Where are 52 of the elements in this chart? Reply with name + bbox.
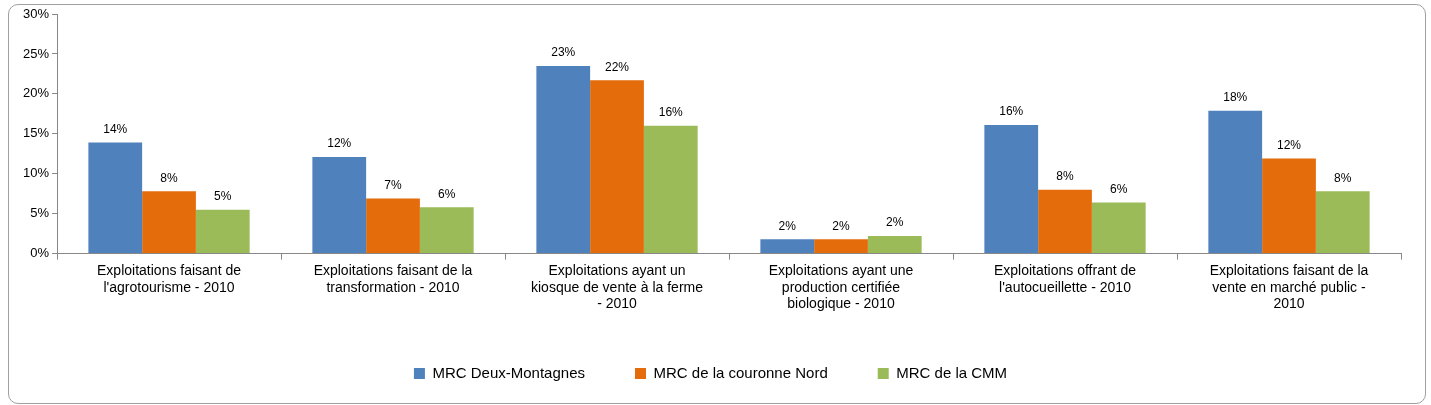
legend-label: MRC Deux-Montagnes bbox=[432, 363, 585, 381]
bar bbox=[366, 198, 420, 254]
y-tick-label: 0% bbox=[30, 245, 50, 261]
bar bbox=[1091, 202, 1146, 254]
y-tick-label: 5% bbox=[30, 205, 50, 221]
x-tick-label: Exploitations faisant de la transformation - 2010 bbox=[313, 261, 473, 295]
x-tick-label: Exploitations faisant de la vente en marché public - 2010 bbox=[1209, 261, 1369, 312]
data-label: 2% bbox=[778, 218, 797, 233]
data-label: 7% bbox=[384, 177, 403, 192]
y-tick-label: 30% bbox=[22, 5, 50, 21]
bar bbox=[814, 239, 868, 254]
x-tick-label: Exploitations offrant de l'autocueillette - 2010 bbox=[993, 261, 1137, 295]
bar bbox=[419, 207, 474, 254]
bar bbox=[88, 142, 143, 254]
y-tick-label: 15% bbox=[22, 125, 50, 141]
data-label: 12% bbox=[1276, 137, 1302, 152]
data-label: 8% bbox=[1056, 169, 1075, 184]
x-tick-label: Exploitations ayant un kiosque de vente à la ferme - 2010 bbox=[531, 261, 704, 312]
data-label: 5% bbox=[214, 188, 232, 203]
data-label: 18% bbox=[1223, 89, 1248, 104]
data-label: 2% bbox=[886, 215, 904, 230]
bar bbox=[1262, 158, 1316, 254]
legend-label: MRC de la couronne Nord bbox=[653, 363, 828, 381]
bar bbox=[536, 65, 591, 254]
data-label: 6% bbox=[1110, 181, 1128, 196]
y-tick-label: 10% bbox=[22, 165, 50, 181]
y-tick-label: 25% bbox=[22, 45, 50, 61]
bar bbox=[867, 236, 922, 254]
data-label: 16% bbox=[999, 104, 1024, 119]
data-label: 16% bbox=[658, 105, 684, 120]
bar bbox=[643, 125, 698, 254]
bar bbox=[1208, 110, 1263, 254]
data-label: 23% bbox=[551, 45, 576, 60]
data-label: 8% bbox=[1334, 170, 1352, 185]
y-tick-label: 20% bbox=[22, 85, 50, 101]
bar bbox=[1315, 191, 1370, 254]
bar bbox=[142, 191, 196, 254]
bar bbox=[1038, 189, 1092, 254]
data-label: 12% bbox=[327, 136, 352, 151]
data-label: 6% bbox=[438, 186, 456, 201]
bar bbox=[195, 209, 250, 254]
data-label: 22% bbox=[605, 59, 630, 74]
bar bbox=[312, 156, 367, 254]
x-tick-label: Exploitations ayant une production certifiée biologique - 2010 bbox=[768, 261, 914, 312]
x-tick-label: Exploitations faisant de l'agrotourisme - 2010 bbox=[97, 261, 242, 295]
data-label: 14% bbox=[103, 121, 128, 136]
bar bbox=[760, 239, 815, 254]
legend-label: MRC de la CMM bbox=[896, 363, 1008, 381]
data-label: 8% bbox=[160, 170, 179, 185]
data-label: 2% bbox=[832, 218, 851, 233]
bar bbox=[984, 125, 1039, 254]
bar bbox=[590, 80, 644, 254]
